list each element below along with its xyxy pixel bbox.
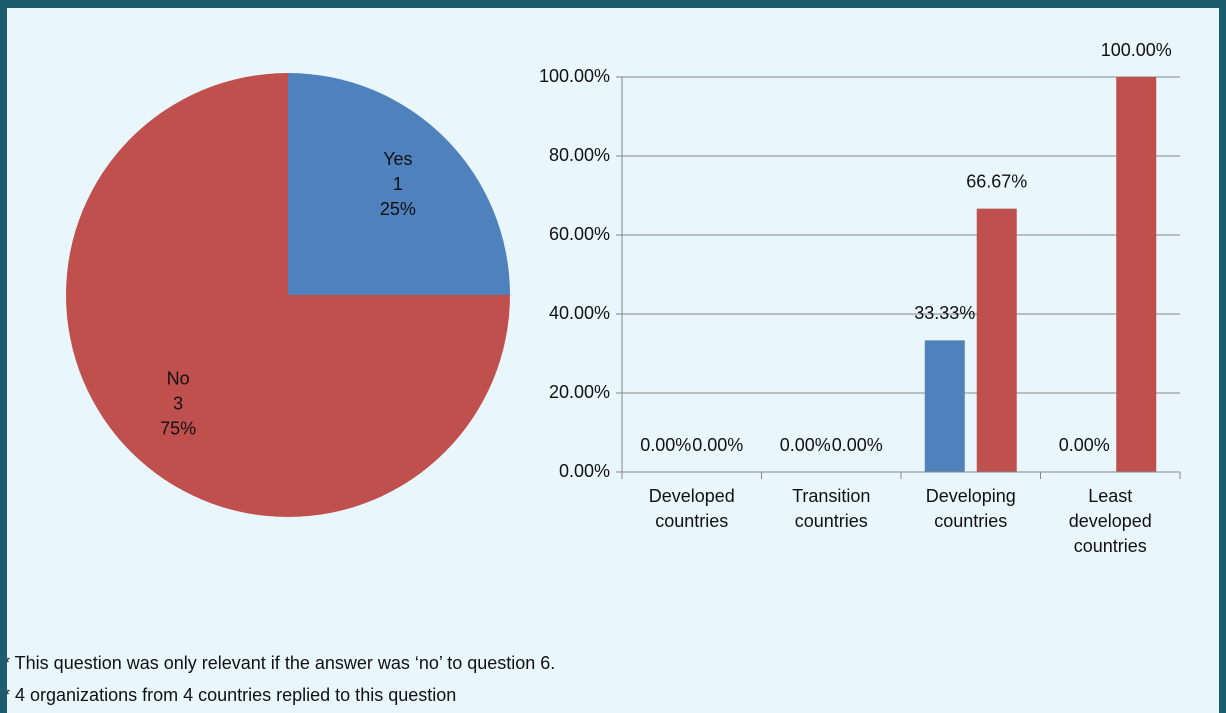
y-tick-label: 80.00% xyxy=(549,145,610,165)
bar xyxy=(924,340,965,472)
footnote: * 4 organizations from 4 countries repli… xyxy=(3,685,457,705)
slice-percent: 75% xyxy=(160,419,196,439)
x-tick-label: Developing countries xyxy=(925,486,1016,531)
y-tick-label: 40.00% xyxy=(549,303,610,323)
data-label: 0.00% xyxy=(832,435,883,455)
slice-count: 1 xyxy=(393,174,403,194)
y-tick-label: 100.00% xyxy=(539,66,610,86)
x-tick-label: Transition countries xyxy=(792,486,871,531)
slice-count: 3 xyxy=(173,394,183,414)
footnote: * This question was only relevant if the… xyxy=(3,653,556,673)
data-label: 0.00% xyxy=(780,435,831,455)
slice-label: Yes xyxy=(383,149,412,169)
y-tick-label: 20.00% xyxy=(549,382,610,402)
slice-label: No xyxy=(167,369,190,389)
data-label: 0.00% xyxy=(1059,435,1110,455)
x-tick-label: Developed countries xyxy=(648,486,735,531)
y-tick-label: 60.00% xyxy=(549,224,610,244)
y-tick-label: 0.00% xyxy=(559,461,610,481)
bar xyxy=(976,208,1017,472)
data-label: 66.67% xyxy=(966,171,1027,191)
data-label: 100.00% xyxy=(1101,40,1172,60)
slice-percent: 25% xyxy=(380,199,416,219)
data-label: 0.00% xyxy=(640,435,691,455)
data-label: 33.33% xyxy=(914,303,975,323)
pie-slice xyxy=(66,73,510,517)
pie-slice xyxy=(288,73,510,295)
bar xyxy=(1116,77,1157,472)
x-tick-label: Least developed countries xyxy=(1068,486,1152,556)
data-label: 0.00% xyxy=(692,435,743,455)
